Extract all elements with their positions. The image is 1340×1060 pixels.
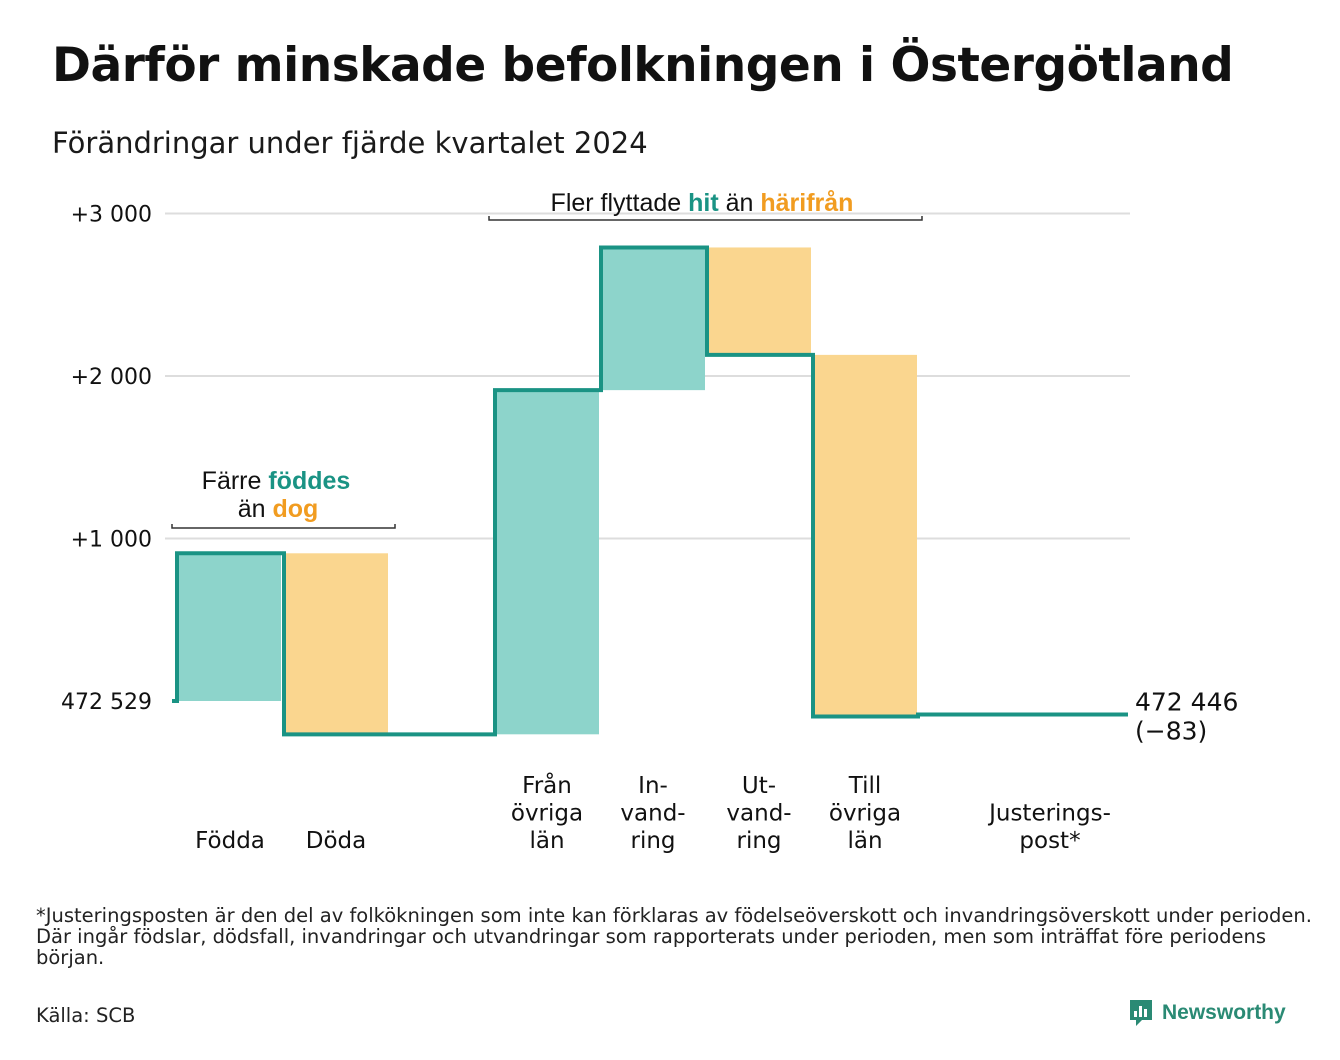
y-tick-label: 472 529 xyxy=(61,690,152,715)
source-note: Källa: SCB xyxy=(36,1004,136,1027)
waterfall-bar-2 xyxy=(284,553,388,735)
annotation-bracket-migration xyxy=(488,216,923,221)
category-label: län xyxy=(847,828,882,854)
category-label: övriga xyxy=(511,801,583,827)
category-label: ring xyxy=(736,828,781,854)
category-label: Från xyxy=(522,771,572,799)
waterfall-chart: +3 000 +2 000 +1 000 472 529 Färre föddesän… xyxy=(61,189,1238,854)
waterfall-bar-3 xyxy=(495,390,599,735)
category-label: Döda xyxy=(306,828,366,854)
category-label: övriga xyxy=(829,801,901,827)
category-label: vand- xyxy=(620,801,685,827)
waterfall-bar-4 xyxy=(601,247,705,391)
y-tick-label: +2 000 xyxy=(71,365,152,390)
waterfall-bar-6 xyxy=(813,354,917,717)
category-label: Födda xyxy=(195,828,265,854)
cumulative-step-line xyxy=(172,245,1128,737)
category-label: län xyxy=(529,828,564,854)
category-label: Till xyxy=(848,773,882,799)
y-tick-label: +3 000 xyxy=(71,203,152,228)
y-tick-label: +1 000 xyxy=(71,528,152,553)
category-label: Justerings- xyxy=(987,801,1111,827)
category-label: Ut- xyxy=(742,773,776,799)
brand-name: Newsworthy xyxy=(1162,1001,1286,1024)
chart-subtitle: Förändringar under fjärde kvartalet 2024 xyxy=(52,126,648,160)
footnote: *Justeringsposten är den del av folkökni… xyxy=(36,904,1312,969)
annotation-bracket-births-deaths xyxy=(171,524,396,529)
end-change-label: (−83) xyxy=(1135,716,1207,745)
waterfall-bar-1 xyxy=(177,553,281,701)
chart-title: Därför minskade befolkningen i Östergötl… xyxy=(52,38,1234,93)
annotation-births-deaths: Färre föddes xyxy=(202,467,351,495)
annotation-births-deaths-line2: än dog xyxy=(238,495,319,523)
category-label: ring xyxy=(630,828,675,854)
brand-logo: Newsworthy xyxy=(1128,998,1286,1028)
category-label: vand- xyxy=(726,801,791,827)
waterfall-bar-5 xyxy=(707,247,811,355)
newsworthy-logo-icon xyxy=(1130,1000,1152,1026)
category-label: In- xyxy=(638,773,668,799)
end-value-label: 472 446 xyxy=(1135,687,1238,716)
annotation-migration: Fler flyttade hit än härifrån xyxy=(551,189,854,217)
category-label: post* xyxy=(1019,828,1080,854)
